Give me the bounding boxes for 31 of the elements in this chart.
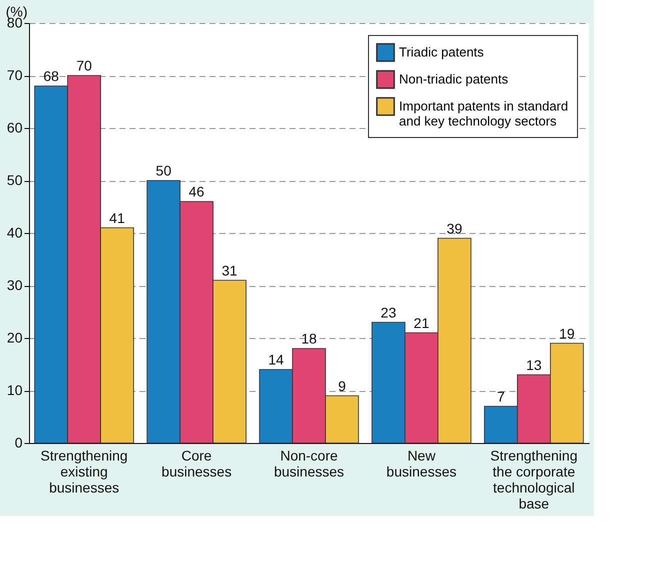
data-label: 14 <box>268 352 284 368</box>
y-tick-label: 50 <box>6 172 23 188</box>
data-label: 50 <box>156 162 172 178</box>
data-label: 68 <box>43 68 60 84</box>
x-tick-label: Core businesses <box>162 448 232 480</box>
y-tick-label: 60 <box>6 120 23 136</box>
data-label: 13 <box>526 356 542 373</box>
legend-label: Important patents in standard and key technology sectors <box>399 98 568 128</box>
y-tick-label: 70 <box>6 67 23 83</box>
y-tick-label: 0 <box>14 434 23 450</box>
data-label: 9 <box>338 378 346 394</box>
data-label: 31 <box>222 262 238 278</box>
data-label: 23 <box>380 304 396 320</box>
x-tick-label: New businesses <box>386 448 456 480</box>
y-tick-label: 10 <box>6 382 23 398</box>
data-label: 18 <box>301 330 317 346</box>
data-label: 70 <box>76 58 92 74</box>
y-tick-label: 20 <box>6 330 23 346</box>
data-label: 21 <box>414 314 430 331</box>
legend-label: Non-triadic patents <box>399 72 509 86</box>
data-label: 39 <box>446 220 462 236</box>
legend-label: Triadic patents <box>399 44 484 60</box>
data-label: 46 <box>188 184 205 200</box>
x-tick-label: Strengthening existing businesses <box>40 448 128 496</box>
y-tick-label: 30 <box>6 277 23 293</box>
data-label: 7 <box>497 388 506 404</box>
x-tick-label: Strengthening the corporate technological base <box>490 448 578 512</box>
data-label: 19 <box>559 325 575 342</box>
x-tick-label: Non-core businesses <box>274 448 344 480</box>
data-label: 41 <box>109 210 126 226</box>
y-tick-label: 40 <box>6 224 23 240</box>
